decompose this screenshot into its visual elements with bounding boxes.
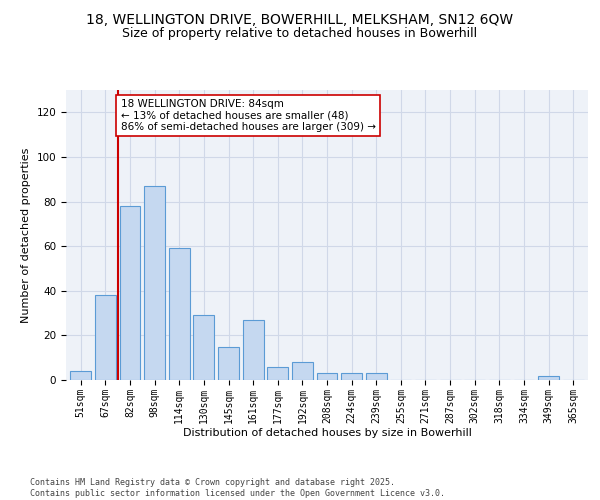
Bar (193, 316, 214, 380)
Y-axis label: Number of detached properties: Number of detached properties (21, 148, 31, 322)
Bar (70, 371, 91, 380)
Bar (292, 362, 313, 380)
Text: Contains HM Land Registry data © Crown copyright and database right 2025.
Contai: Contains HM Land Registry data © Crown c… (30, 478, 445, 498)
X-axis label: Distribution of detached houses by size in Bowerhill: Distribution of detached houses by size … (182, 428, 472, 438)
Text: Size of property relative to detached houses in Bowerhill: Size of property relative to detached ho… (122, 28, 478, 40)
Bar (218, 346, 239, 380)
Bar (242, 320, 263, 380)
Bar (366, 374, 387, 380)
Bar (95, 295, 116, 380)
Bar (538, 376, 559, 380)
Bar (267, 366, 288, 380)
Bar (317, 374, 337, 380)
Text: 18 WELLINGTON DRIVE: 84sqm
← 13% of detached houses are smaller (48)
86% of semi: 18 WELLINGTON DRIVE: 84sqm ← 13% of deta… (121, 99, 376, 132)
Bar (144, 186, 165, 380)
Text: 18, WELLINGTON DRIVE, BOWERHILL, MELKSHAM, SN12 6QW: 18, WELLINGTON DRIVE, BOWERHILL, MELKSHA… (86, 12, 514, 26)
Bar (119, 206, 140, 380)
Bar (169, 248, 190, 380)
Bar (341, 374, 362, 380)
